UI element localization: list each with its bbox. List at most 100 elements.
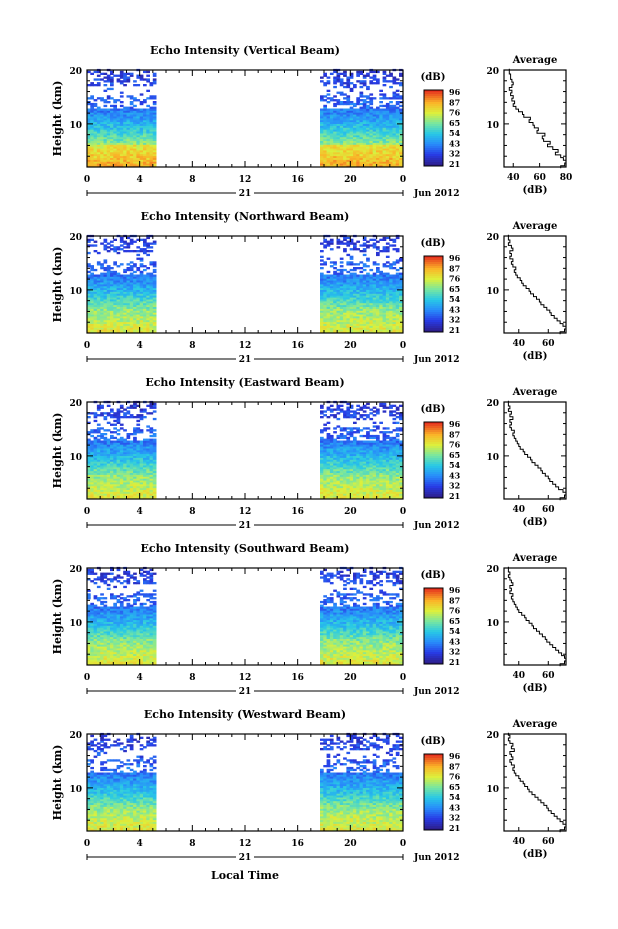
- heatmap-cell: [100, 121, 104, 124]
- heatmap-cell: [103, 455, 108, 458]
- heatmap-cell: [379, 238, 383, 241]
- heatmap-cell: [362, 302, 367, 306]
- heatmap-cell: [136, 450, 141, 453]
- heatmap-cell: [320, 489, 324, 492]
- heatmap-cell: [113, 289, 117, 292]
- heatmap-cell: [119, 112, 124, 115]
- heatmap-cell: [106, 474, 111, 477]
- heatmap-cell: [90, 450, 94, 453]
- heatmap-cell: [139, 259, 144, 262]
- heatmap-cell: [110, 293, 114, 296]
- heatmap-cell: [376, 140, 380, 143]
- heatmap-cell: [333, 468, 337, 472]
- heatmap-cell: [116, 461, 121, 464]
- heatmap-cell: [353, 144, 357, 147]
- heatmap-cell: [326, 483, 331, 487]
- heatmap-cell: [113, 125, 117, 128]
- heatmap-cell: [149, 485, 154, 489]
- heatmap-cell: [152, 451, 157, 455]
- heatmap-cell: [326, 472, 331, 475]
- heatmap-cell: [379, 316, 383, 319]
- heatmap-cell: [129, 323, 134, 326]
- heatmap-cell: [146, 327, 150, 330]
- heatmap-cell: [149, 444, 154, 447]
- heatmap-cell: [359, 72, 364, 75]
- heatmap-cell: [103, 495, 108, 498]
- heatmap-cell: [385, 310, 390, 313]
- colorbar-swatch: [424, 322, 443, 325]
- heatmap-cell: [96, 157, 101, 160]
- heatmap-cell: [349, 242, 354, 245]
- heatmap-cell: [129, 414, 134, 417]
- heatmap-cell: [369, 302, 374, 306]
- heatmap-cell: [119, 134, 124, 138]
- heatmap-cell: [113, 276, 117, 279]
- heatmap-cell: [100, 404, 104, 407]
- heatmap-cell: [136, 431, 141, 434]
- heatmap-cell: [333, 329, 337, 332]
- heatmap-cell: [87, 431, 91, 434]
- heatmap-cell: [110, 125, 114, 128]
- heatmap-cell: [323, 302, 327, 306]
- heatmap-cell: [113, 74, 117, 77]
- heatmap-cell: [349, 308, 354, 311]
- heatmap-cell: [143, 148, 147, 151]
- heatmap-cell: [339, 157, 344, 160]
- heatmap-cell: [382, 327, 387, 330]
- heatmap-cell: [343, 483, 347, 487]
- heatmap-cell: [123, 250, 127, 253]
- heatmap-cell: [110, 302, 114, 306]
- heatmap-cell: [123, 280, 127, 283]
- heatmap-cell: [93, 99, 98, 102]
- heatmap-cell: [146, 482, 150, 485]
- heatmap-cell: [90, 163, 94, 166]
- heatmap-cell: [106, 272, 111, 275]
- heatmap-cell: [103, 123, 108, 126]
- heatmap-cell: [129, 127, 134, 130]
- heatmap-cell: [399, 136, 403, 140]
- heatmap-cell: [336, 118, 341, 121]
- heatmap-cell: [339, 482, 344, 485]
- heatmap-cell: [343, 278, 347, 281]
- heatmap-cell: [382, 295, 387, 298]
- panel-title: Echo Intensity (Eastward Beam): [145, 376, 344, 389]
- heatmap-cell: [366, 125, 370, 128]
- heatmap-cell: [119, 95, 124, 98]
- heatmap-cell: [119, 480, 124, 483]
- heatmap-cell: [119, 304, 124, 307]
- heatmap-cell: [323, 297, 327, 300]
- heatmap-cell: [90, 276, 94, 279]
- heatmap-cell: [339, 308, 344, 311]
- heatmap-cell: [343, 465, 347, 468]
- heatmap-cell: [93, 459, 98, 462]
- heatmap-cell: [333, 129, 337, 132]
- heatmap-cell: [343, 323, 347, 326]
- heatmap-cell: [385, 153, 390, 157]
- heatmap-cell: [113, 310, 117, 313]
- heatmap-cell: [329, 99, 334, 102]
- heatmap-cell: [96, 466, 101, 470]
- heatmap-cell: [339, 404, 344, 407]
- heatmap-cell: [336, 478, 341, 481]
- heatmap-cell: [136, 331, 141, 334]
- heatmap-cell: [103, 155, 108, 158]
- heatmap-cell: [119, 72, 124, 75]
- heatmap-cell: [103, 306, 108, 309]
- heatmap-cell: [143, 300, 147, 304]
- heatmap-cell: [152, 293, 157, 296]
- heatmap-cell: [133, 472, 137, 475]
- heatmap-cell: [119, 278, 124, 281]
- heatmap-cell: [110, 423, 114, 426]
- heatmap-cell: [152, 72, 157, 75]
- heatmap-cell: [323, 276, 327, 279]
- heatmap-cell: [333, 485, 337, 489]
- heatmap-cell: [362, 157, 367, 160]
- heatmap-cell: [143, 99, 147, 102]
- heatmap-cell: [329, 470, 334, 473]
- heatmap-cell: [392, 297, 397, 300]
- heatmap-cell: [349, 289, 354, 292]
- heatmap-cell: [139, 416, 144, 419]
- heatmap-cell: [146, 134, 150, 138]
- heatmap-cell: [149, 491, 154, 494]
- heatmap-cell: [329, 297, 334, 300]
